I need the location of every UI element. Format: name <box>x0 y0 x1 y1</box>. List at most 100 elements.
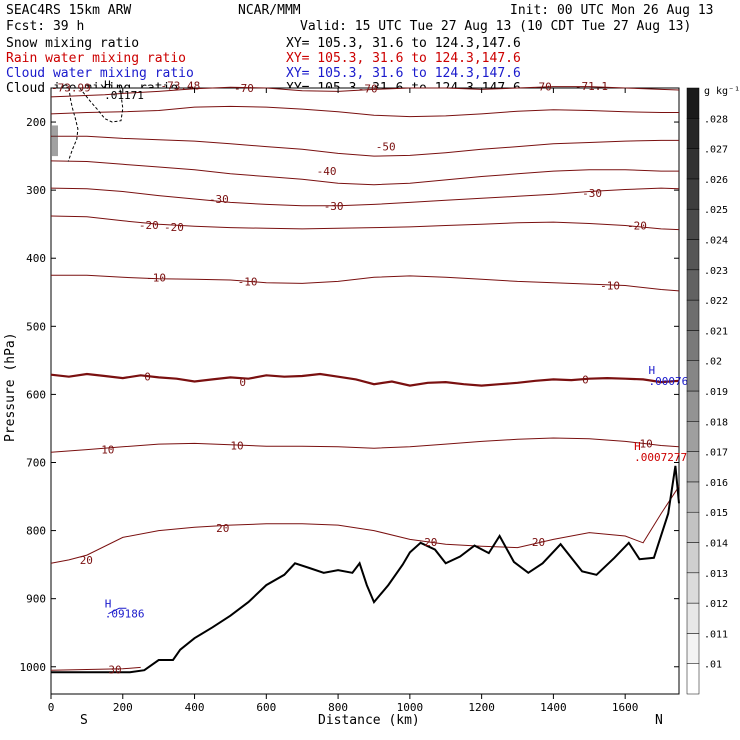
colorbar-bin <box>686 178 700 210</box>
x-axis: 0 200 400 600 800 1000 1200 1400 1600 <box>48 88 639 714</box>
colorbar-bin <box>686 572 700 604</box>
temperature-contour <box>51 274 680 292</box>
terrain-profile <box>51 465 680 674</box>
colorbar: .01 .011 .012 .013 .014 .015 .016 .017 .018 .019.… <box>686 87 728 695</box>
ice-contour <box>79 84 124 123</box>
colorbar-tick-label: .011 <box>704 629 728 640</box>
colorbar-tick-label: .014 <box>704 539 728 550</box>
cloud-water-contour <box>108 607 127 615</box>
colorbar-bin <box>686 239 700 271</box>
x-tick-label: 400 <box>185 701 205 714</box>
contour-label: -30 <box>324 200 344 213</box>
colorbar-bin <box>686 299 700 331</box>
plot-frame <box>50 87 680 695</box>
colorbar-tick-label: .013 <box>704 569 728 580</box>
temperature-contour <box>50 86 680 98</box>
colorbar-tick-label: .027 <box>704 145 728 156</box>
colorbar-bin <box>686 148 700 180</box>
contour-label: -20 <box>164 221 184 234</box>
x-tick-label: 600 <box>256 701 276 714</box>
contour-label: -73.48 <box>161 79 201 92</box>
y-tick-label: 500 <box>26 320 46 333</box>
contour-label: 20 <box>424 536 437 549</box>
temperature-contours <box>50 86 680 671</box>
contour-label: -71.1 <box>575 80 608 93</box>
contour-label: -70 <box>358 83 378 96</box>
colorbar-tick-label: .019 <box>704 387 728 398</box>
section-xy-line: XY= 105.3, 31.6 to 124.3,147.6 <box>286 51 521 66</box>
y-axis-label: Pressure (hPa) <box>3 332 18 442</box>
temperature-contour <box>50 486 680 564</box>
temperature-contour <box>50 160 679 186</box>
colorbar-tick-label: .015 <box>704 508 728 519</box>
colorbar-tick-label: .012 <box>704 599 728 610</box>
colorbar-tick-label: .017 <box>704 448 728 459</box>
temperature-contour <box>50 105 679 118</box>
snow-shading <box>52 125 58 157</box>
contour-label: 0 <box>144 371 151 384</box>
x-tick-label: 200 <box>113 701 133 714</box>
x-axis-label: Distance (km) <box>318 713 420 728</box>
y-tick-label: 900 <box>26 593 46 606</box>
contour-label: -40 <box>317 165 337 178</box>
colorbar-bin <box>686 602 700 634</box>
contour-label: H <box>634 440 641 453</box>
colorbar-tick-label: .025 <box>704 205 728 216</box>
contour-label: -20 <box>139 219 159 232</box>
contour-label: H <box>105 597 112 610</box>
contour-label: 10 <box>101 444 114 457</box>
colorbar-bin <box>686 421 700 452</box>
x-tick-label: 1400 <box>540 701 567 714</box>
contour-label: 0 <box>239 376 246 389</box>
colorbar-tick-label: .026 <box>704 175 728 186</box>
contour-label: 30 <box>108 664 121 677</box>
section-xy-line: XY= 105.3, 31.6 to 124.3,147.6 <box>286 66 521 81</box>
contour-label: -50 <box>376 141 396 154</box>
contour-label: 0 <box>582 373 589 386</box>
valid-time: Valid: 15 UTC Tue 27 Aug 13 (10 CDT Tue … <box>300 19 691 34</box>
temperature-contour <box>51 135 679 157</box>
contour-labels: -70 -70 -70 -71.1-73.48-73.99 H.01171-50-40-… <box>51 79 688 677</box>
y-tick-label: 200 <box>26 116 46 129</box>
mixing-ratio-contours <box>52 84 127 615</box>
colorbar-bin <box>686 360 700 392</box>
colorbar-bin <box>686 390 700 422</box>
contour-label: 10 <box>640 437 653 450</box>
contour-label: .09186 <box>105 608 145 621</box>
colorbar-tick-label: .01 <box>704 660 722 671</box>
colorbar-bin <box>686 451 700 483</box>
colorbar-bin <box>686 511 700 543</box>
y-tick-label: 1000 <box>20 661 47 674</box>
legend-entry: Snow mixing ratio <box>6 36 139 51</box>
colorbar-bin <box>686 542 700 574</box>
y-tick-label: 300 <box>26 184 46 197</box>
temperature-contour <box>50 666 141 671</box>
temperature-contour <box>50 187 680 207</box>
colorbar-bin <box>686 208 700 240</box>
contour-label: -30 <box>209 193 229 206</box>
terrain-line <box>51 465 680 674</box>
x-tick-label: 1600 <box>612 701 639 714</box>
endpoint-south: S <box>80 713 88 728</box>
contour-label: -10 <box>146 271 166 284</box>
colorbar-tick-label: .021 <box>704 326 728 337</box>
contour-label: H <box>649 364 656 377</box>
colorbar-bin <box>686 633 700 664</box>
colorbar-tick-label: .022 <box>704 296 728 307</box>
contour-label: .00076 <box>649 375 689 388</box>
contour-label: 20 <box>80 554 93 567</box>
colorbar-tick-label: .016 <box>704 478 728 489</box>
temperature-contour <box>50 215 680 231</box>
contour-label: 20 <box>532 536 545 549</box>
contour-label: -70 <box>532 81 552 94</box>
contour-label: -73.99 <box>51 81 91 94</box>
contour-label: .0007277 <box>634 451 687 464</box>
contour-label: H <box>104 79 111 92</box>
colorbar-bin <box>686 663 700 695</box>
colorbar-bin <box>686 118 700 149</box>
temperature-contour <box>50 437 680 453</box>
colorbar-tick-label: .024 <box>704 236 728 247</box>
